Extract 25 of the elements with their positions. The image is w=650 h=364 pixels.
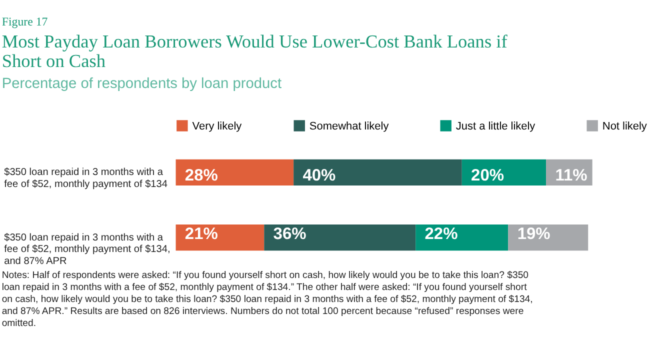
y-tick-label: $350 loan repaid in 3 months with a fee of $52, monthly payment of $134: [4, 167, 168, 190]
y-tick-label: $350 loan repaid in 3 months with a fee of $52, monthly payment of $134, and 87% APR: [4, 232, 170, 268]
caption: Figure 17: [2, 14, 48, 29]
bar: [176, 224, 264, 251]
legend-label: Somewhat likely: [309, 120, 390, 132]
bar: [176, 159, 294, 186]
bar: [508, 224, 588, 251]
bar: [294, 159, 462, 186]
data-label: 22%: [424, 224, 458, 243]
legend-label: Just a little likely: [456, 120, 536, 132]
annotation: Notes: Half of respondents were asked: “If you found yourself short on cash, how likely would you be to take this loan? $350 loan repaid in 3 months with a fee of $52, monthly payment of $134.” The other half were asked: “If you found yourself short on cash, how likely would you be to take this loan? $350 loan repaid in 3 months with a fee of $52, monthly payment of $134, and 87% APR.” Results are based on 826 interviews. Numbers do not total 100 percent because “refused” responses were omitted.: [2, 270, 533, 329]
data-label: 28%: [184, 166, 218, 184]
legend-label: Not likely: [602, 120, 648, 132]
legend-label: Very likely: [192, 120, 242, 132]
chart-title: Most Payday Loan Borrowers Would Use Lower-Cost Bank Loans if Short on Cash: [2, 32, 508, 71]
data-label: 11%: [555, 166, 588, 184]
data-label: 20%: [471, 166, 504, 184]
bar: [462, 159, 546, 186]
bar: [416, 224, 508, 251]
data-label: 21%: [184, 224, 218, 243]
data-label: 36%: [273, 224, 307, 243]
data-label: 19%: [517, 224, 551, 243]
bar: [264, 224, 416, 251]
data-label: 40%: [302, 166, 336, 184]
chart-subtitle: Percentage of respondents by loan product: [2, 76, 282, 92]
